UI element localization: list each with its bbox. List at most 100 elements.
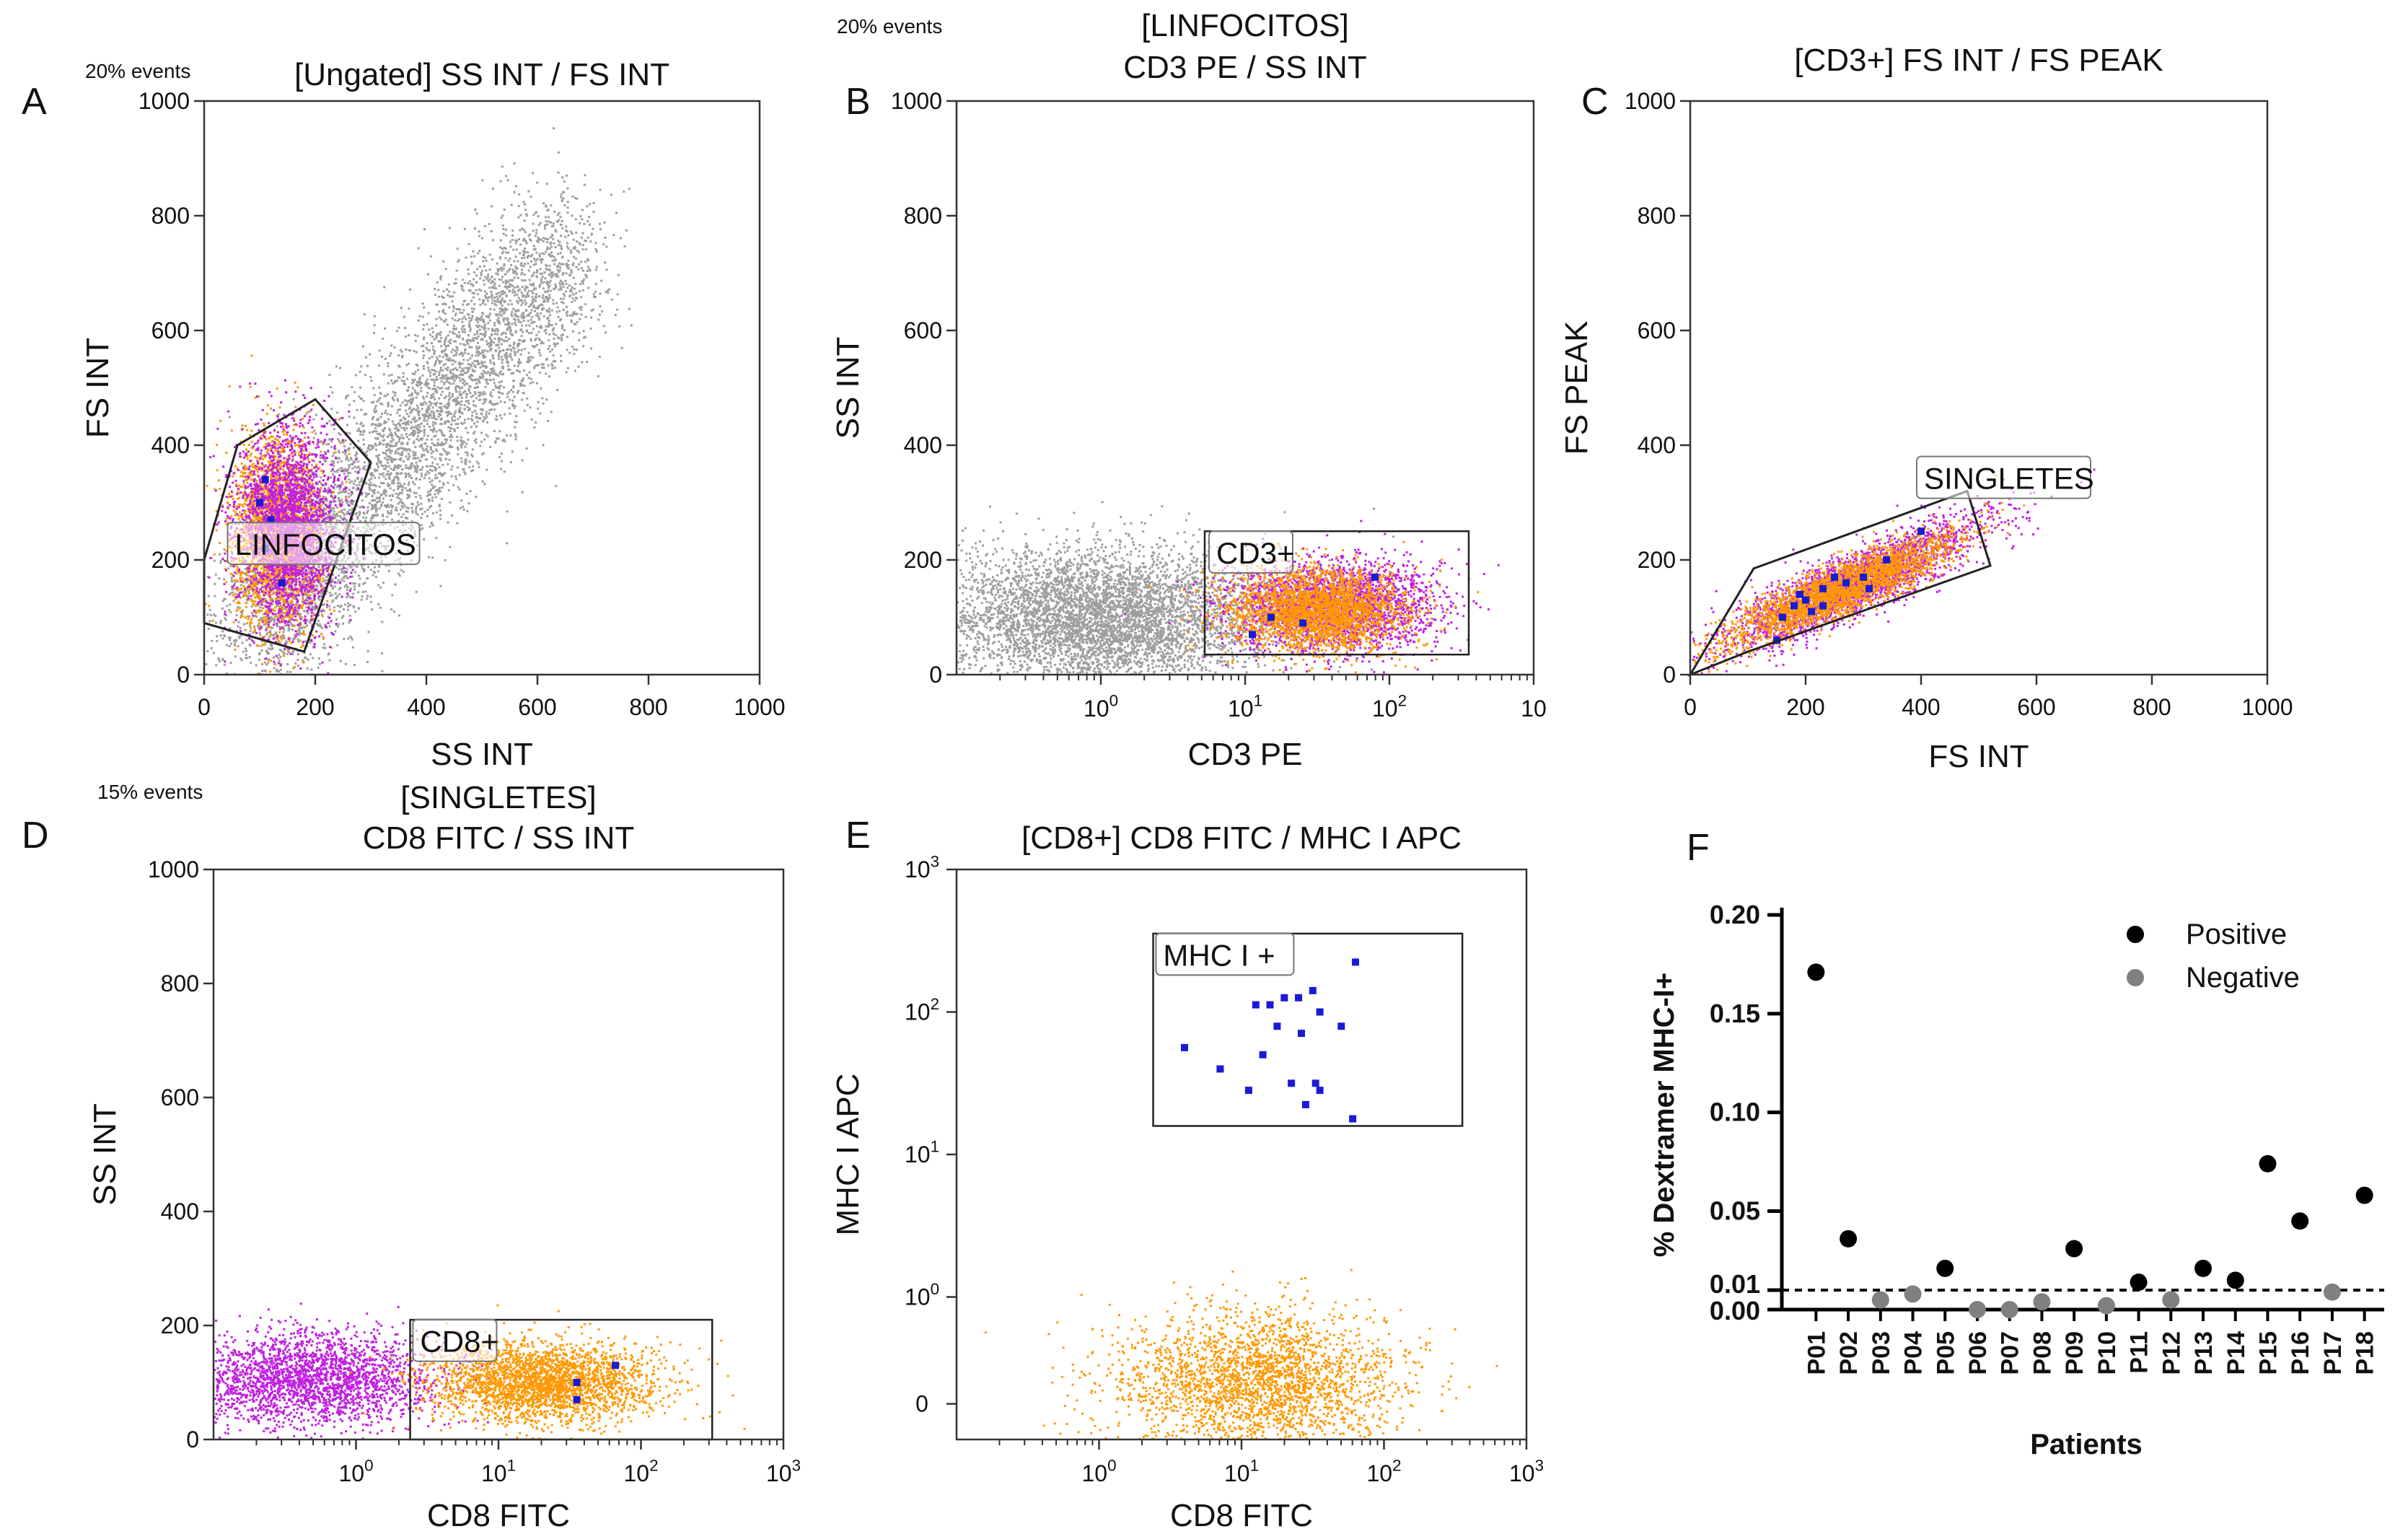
x-axis-label: Patients [2030,1429,2143,1460]
y-tick-label: 0.00 [1710,1296,1760,1325]
positive-point [2291,1212,2309,1230]
x-tick-label: 400 [407,694,445,720]
y-tick-label: 400 [1638,432,1676,458]
highlighted-event [1842,579,1850,587]
x-axis-label: SS INT [431,737,533,772]
event-cloud [957,501,1500,675]
positive-point [1936,1259,1954,1277]
x-tick-label: 102 [1366,1457,1401,1486]
positive-point [2226,1271,2244,1289]
highlighted-event [1831,573,1838,581]
y-tick-label: 0 [929,662,942,688]
x-tick-label: 800 [2132,694,2171,720]
panel-title: CD3 PE / SS INT [1123,50,1366,85]
highlighted-event [1796,590,1803,598]
highlighted-event [1295,994,1302,1002]
negative-point [2162,1291,2180,1309]
highlighted-event [1819,584,1827,592]
gate-outline [1203,530,1470,656]
panel-letter: F [1687,827,1710,869]
panel-d: D 15% events [SINGLETES] CD8 FITC / SS INT C… [22,780,801,1533]
negative-point [2323,1283,2341,1301]
gate-label: CD3+ [1216,536,1295,570]
y-tick-label: 0.20 [1710,900,1760,929]
y-tick-label: 400 [904,432,942,458]
highlighted-event [267,516,275,524]
highlighted-event [1316,1087,1324,1095]
x-tick-label: 102 [623,1457,658,1486]
highlighted-event [1273,1022,1281,1030]
y-tick-label: 0.01 [1710,1269,1760,1299]
legend-marker [2127,969,2144,986]
events-label: 20% events [837,15,942,38]
y-tick-label: 0.10 [1710,1097,1760,1127]
highlighted-event [1773,636,1780,644]
positive-point [2065,1240,2083,1258]
y-tick-label: 102 [905,995,939,1025]
panel-title: [CD8+] CD8 FITC / MHC I APC [1021,820,1462,856]
y-tick-label: 101 [905,1138,939,1167]
panel-b: B 20% events [LINFOCITOS] CD3 PE / SS INT CD… [830,8,1547,772]
highlighted-event [1790,602,1798,610]
highlighted-event [573,1395,581,1403]
positive-point [2130,1274,2148,1292]
gate-label-box [1916,455,2091,499]
x-tick-label: 101 [481,1457,516,1486]
x-axis-label: CD8 FITC [427,1498,570,1533]
x-tick-label: 102 [1372,692,1407,722]
panel-c: C [CD3+] FS INT / FS PEAK SINGLETES 0 200 400… [1559,43,2293,774]
x-tick-label: 200 [296,694,334,720]
positive-point [1840,1230,1858,1248]
panel-letter: E [845,815,871,856]
y-axis-label: FS PEAK [1559,321,1594,455]
highlighted-event [1371,573,1379,581]
highlighted-event [1349,1115,1357,1123]
y-axis-label: SS INT [830,337,866,439]
x-tick-label: P02 [1835,1331,1863,1375]
highlighted-event [1883,556,1890,564]
panel-letter: B [845,81,871,123]
panel-a: A 20% events [Ungated] SS INT / FS INT LINF… [22,57,786,772]
x-tick-label: P12 [2158,1331,2185,1375]
x-tick-label: 100 [1084,692,1118,722]
y-tick-label: 100 [905,1280,939,1310]
x-tick-label: P05 [1932,1331,1959,1375]
x-tick-label: P14 [2223,1331,2250,1375]
gate-outline [1152,932,1464,1127]
positive-point [2194,1259,2213,1277]
gate-label: CD8+ [420,1325,498,1359]
x-tick-label: 200 [1786,694,1824,720]
x-tick-label: P09 [2061,1331,2088,1375]
y-tick-label: 600 [151,317,190,343]
y-tick-label: 0.15 [1710,999,1760,1028]
x-tick-label: P11 [2126,1331,2153,1374]
x-tick-label: P06 [1964,1331,1992,1375]
x-tick-label: P10 [2093,1331,2121,1375]
x-tick-label: P18 [2352,1331,2379,1375]
highlighted-event [612,1362,619,1369]
negative-point [2000,1301,2018,1318]
panel-letter: D [22,815,49,856]
y-axis-label: FS INT [80,338,115,438]
highlighted-event [1866,584,1873,592]
highlighted-event [1337,1022,1345,1030]
events-label: 20% events [85,60,190,82]
y-tick-label: 0.05 [1710,1196,1760,1226]
highlighted-event [1301,1100,1309,1108]
x-tick-label: P03 [1868,1331,1895,1375]
plot-frame [203,100,761,676]
y-axis-label: SS INT [87,1103,123,1206]
x-tick-label: 103 [766,1457,801,1486]
x-tick-label: 600 [2017,694,2055,720]
y-axis-label: % Dextramer MHC-I+ [1648,973,1680,1258]
gate-label-box [412,1318,498,1362]
legend-marker [2127,926,2144,943]
y-tick-label: 1000 [891,88,942,114]
x-axis-label: CD8 FITC [1170,1498,1313,1533]
panel-title: [LINFOCITOS] [1141,8,1349,43]
panel-letter: A [22,81,47,123]
event-cloud [214,1302,746,1439]
panel-e: E [CD8+] CD8 FITC / MHC I APC MHC I + 100 10… [830,815,1544,1533]
highlighted-event [1259,1051,1267,1059]
